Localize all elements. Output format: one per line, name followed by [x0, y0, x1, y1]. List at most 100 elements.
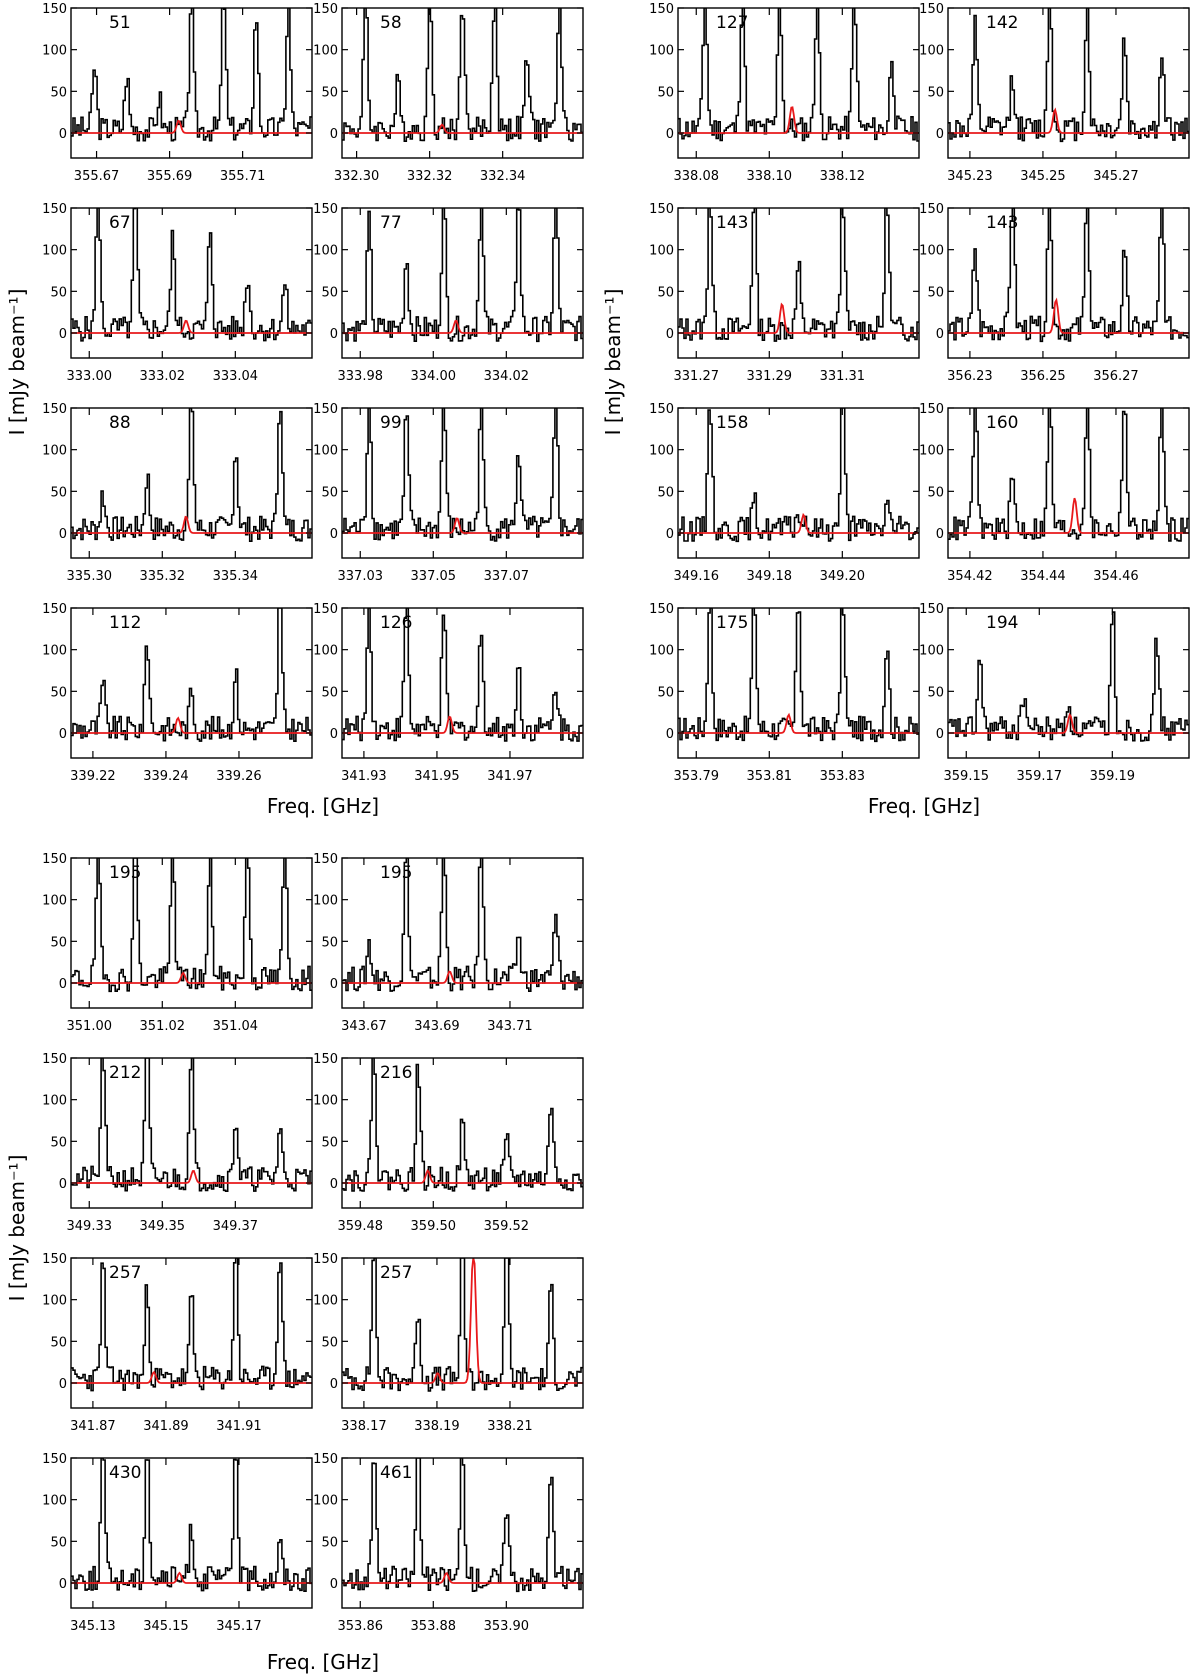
x-tick-label: 341.97	[487, 769, 533, 784]
y-tick-label: 150	[919, 202, 944, 217]
x-tick-label: 351.02	[140, 1019, 186, 1034]
panel-label: 99	[380, 413, 402, 433]
model-spectrum-line	[948, 497, 1189, 534]
panel-label: 194	[986, 613, 1018, 633]
x-tick-label: 333.04	[213, 369, 259, 384]
observed-spectrum-line	[342, 8, 583, 142]
y-tick-label: 150	[919, 602, 944, 617]
spectrum-panel-11: 0 50 100 150 331.27 331.29 331.31 143	[649, 202, 920, 384]
spectrum-panel-19: 0 50 100 150 349.33 349.35 349.37 212	[42, 1052, 313, 1234]
model-spectrum-line	[71, 1571, 312, 1584]
y-tick-label: 100	[649, 244, 674, 259]
panel-label: 257	[380, 1263, 412, 1283]
y-tick-label: 0	[936, 727, 944, 742]
panel-label: 58	[380, 13, 402, 33]
model-spectrum-line	[678, 302, 919, 334]
y-tick-label: 0	[936, 327, 944, 342]
y-tick-label: 150	[313, 402, 338, 417]
y-tick-label: 100	[919, 44, 944, 59]
spectrum-panel-4: 0 50 100 150 333.98 334.00 334.02 77	[313, 202, 584, 384]
x-tick-label: 331.27	[674, 369, 720, 384]
y-tick-label: 100	[42, 244, 67, 259]
model-spectrum-line	[71, 515, 312, 534]
y-tick-label: 150	[313, 1252, 338, 1267]
panel-frame	[341, 857, 584, 1009]
model-spectrum-line	[71, 1370, 312, 1384]
y-tick-label: 50	[657, 685, 674, 700]
observed-spectrum-line	[71, 858, 312, 993]
x-tick-label: 359.19	[1090, 769, 1136, 784]
x-tick-label: 337.05	[411, 569, 457, 584]
y-tick-label: 0	[936, 527, 944, 542]
y-tick-label: 100	[42, 1094, 67, 1109]
panel-frame	[677, 607, 920, 759]
spectrum-panel-23: 0 50 100 150 345.13 345.15 345.17 430	[42, 1452, 313, 1634]
y-tick-label: 150	[649, 202, 674, 217]
spectrum-panel-7: 0 50 100 150 339.22 339.24 339.26 112	[42, 602, 313, 784]
x-tick-label: 351.00	[67, 1019, 113, 1034]
observed-spectrum-line	[948, 408, 1189, 542]
spectrum-panel-9: 0 50 100 150 338.08 338.10 338.12 127	[649, 2, 920, 184]
panel-frame	[677, 407, 920, 559]
y-tick-label: 150	[313, 602, 338, 617]
observed-spectrum-line	[678, 208, 919, 342]
x-tick-label: 338.19	[414, 1419, 460, 1434]
y-tick-label: 0	[666, 327, 674, 342]
observed-spectrum-line	[948, 611, 1189, 742]
y-tick-label: 150	[313, 202, 338, 217]
x-tick-label: 335.30	[67, 569, 113, 584]
x-tick-label: 335.32	[140, 569, 186, 584]
y-tick-label: 0	[59, 1177, 67, 1192]
x-tick-label: 353.88	[411, 1619, 457, 1634]
observed-spectrum-line	[71, 8, 312, 142]
panel-label: 160	[986, 413, 1018, 433]
model-spectrum-line	[948, 297, 1189, 334]
spectrum-panel-15: 0 50 100 150 353.79 353.81 353.83 175	[649, 602, 920, 784]
x-tick-label: 345.13	[70, 1619, 116, 1634]
x-axis-label-block1: Freq. [GHz]	[267, 794, 379, 818]
x-tick-label: 333.02	[140, 369, 186, 384]
model-spectrum-line	[948, 712, 1189, 734]
model-spectrum-line	[948, 107, 1189, 134]
x-tick-label: 337.07	[484, 569, 530, 584]
y-tick-label: 50	[657, 285, 674, 300]
panel-frame	[341, 407, 584, 559]
model-spectrum-line	[678, 512, 919, 534]
y-tick-label: 100	[313, 44, 338, 59]
y-tick-label: 0	[936, 127, 944, 142]
x-tick-label: 341.91	[216, 1419, 262, 1434]
y-tick-label: 0	[330, 1177, 338, 1192]
panel-label: 127	[716, 13, 748, 33]
panel-frame	[947, 207, 1190, 359]
y-tick-label: 100	[919, 244, 944, 259]
y-axis-label-block1: I [mJy beam⁻¹]	[5, 289, 29, 436]
panel-frame	[341, 1457, 584, 1609]
panel-label: 67	[109, 213, 131, 233]
y-tick-label: 0	[59, 127, 67, 142]
panel-label: 112	[109, 613, 141, 633]
y-tick-label: 150	[919, 2, 944, 17]
spectrum-panel-18: 0 50 100 150 343.67 343.69 343.71 195	[313, 852, 584, 1034]
y-tick-label: 100	[919, 444, 944, 459]
model-spectrum-line	[342, 970, 583, 984]
y-tick-label: 100	[42, 894, 67, 909]
x-tick-label: 349.18	[747, 569, 793, 584]
observed-spectrum-line	[342, 408, 583, 542]
model-spectrum-line	[342, 1572, 583, 1584]
panel-label: 88	[109, 413, 131, 433]
y-tick-label: 0	[330, 977, 338, 992]
x-tick-label: 353.79	[674, 769, 720, 784]
y-tick-label: 0	[59, 1577, 67, 1592]
y-tick-label: 150	[42, 1052, 67, 1067]
spectrum-panel-8: 0 50 100 150 341.93 341.95 341.97 126	[313, 602, 584, 784]
y-axis-label-block3: I [mJy beam⁻¹]	[5, 1155, 29, 1302]
y-tick-label: 150	[42, 852, 67, 867]
panel-label: 195	[380, 863, 412, 883]
panel-frame	[70, 607, 313, 759]
y-tick-label: 150	[313, 852, 338, 867]
x-tick-label: 339.24	[143, 769, 189, 784]
panel-frame	[341, 1257, 584, 1409]
x-tick-label: 359.15	[944, 769, 990, 784]
panel-label: 158	[716, 413, 748, 433]
